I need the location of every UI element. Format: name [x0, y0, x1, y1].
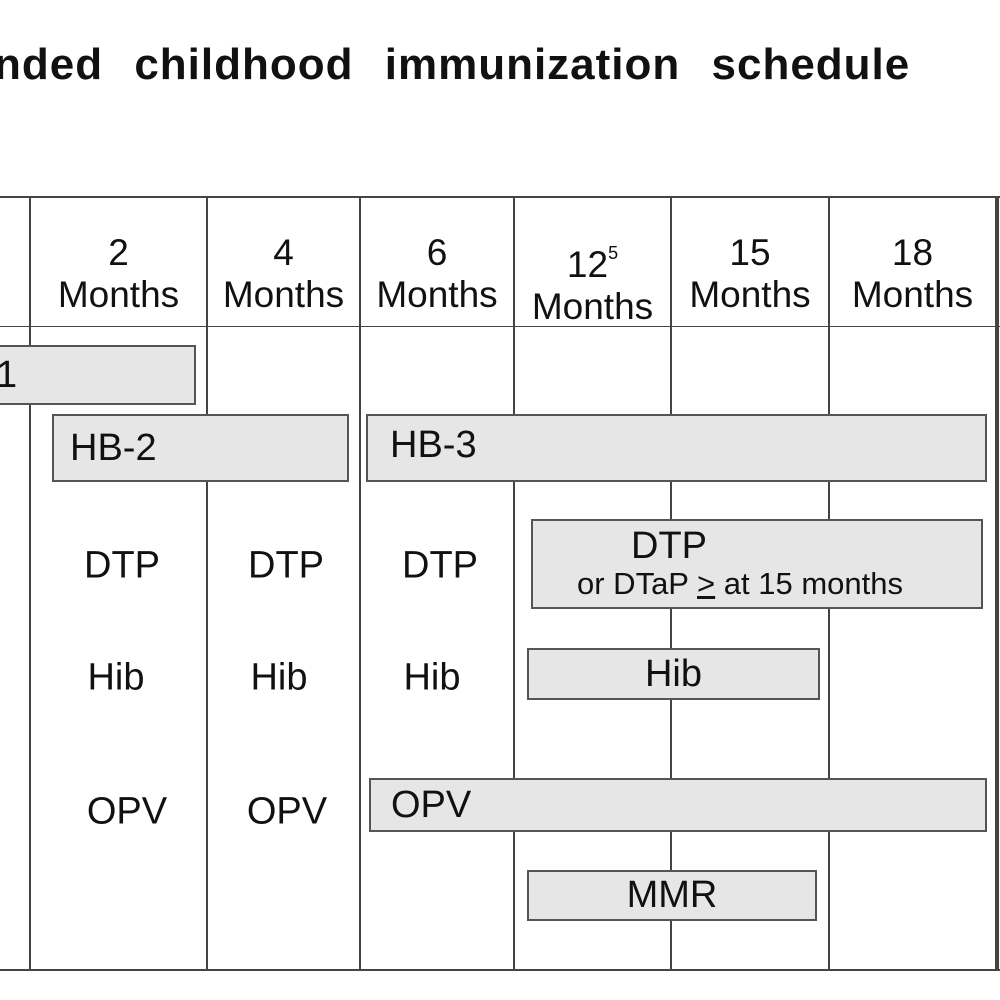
age: 4	[273, 232, 294, 273]
vaccine-bar: Hib	[527, 648, 820, 700]
unit: Months	[57, 274, 180, 315]
dose-label: Hib	[250, 656, 308, 699]
age: 12	[566, 244, 609, 285]
column-rule	[359, 197, 361, 971]
unit: Months	[689, 274, 811, 315]
vaccine-bar: MMR	[527, 870, 817, 921]
column-header: 2 Months	[31, 232, 206, 316]
column-header: 18 Months	[830, 232, 995, 316]
vaccine-bar: DTP or DTaP > at 15 months	[531, 519, 983, 609]
dose-label: OPV	[246, 790, 328, 833]
dose-label: Hib	[403, 656, 461, 699]
header-rule	[0, 326, 1000, 327]
column-header: 15 Months	[672, 232, 828, 316]
age: 6	[426, 232, 448, 273]
bar-label: DTP	[631, 525, 707, 567]
vaccine-bar: OPV	[369, 778, 987, 832]
dose-label: DTP	[84, 544, 160, 587]
dose-label: DTP	[248, 544, 324, 587]
bar-label: MMR	[626, 874, 718, 916]
unit: Months	[851, 274, 974, 315]
unit: Months	[376, 274, 498, 315]
vaccine-bar: HB-3	[366, 414, 987, 482]
table-border	[0, 196, 1000, 198]
age: 15	[729, 232, 771, 273]
age: 2	[108, 232, 129, 273]
note-symbol: >	[697, 566, 716, 601]
column-rule	[995, 197, 999, 971]
column-rule	[206, 197, 208, 971]
column-rule	[513, 197, 515, 971]
column-header: 6 Months	[361, 232, 513, 316]
age: 18	[891, 232, 934, 273]
column-header: 125 Months	[515, 232, 670, 328]
footnote: 5	[608, 243, 619, 263]
vaccine-bar: 1	[0, 345, 196, 405]
bar-note: or DTaP > at 15 months	[577, 566, 903, 602]
dose-label: Hib	[87, 656, 145, 699]
bar-label: HB-3	[390, 424, 477, 466]
bar-label: 1	[0, 353, 18, 396]
table-border	[0, 969, 1000, 971]
bar-label: OPV	[391, 783, 472, 826]
unit: Months	[222, 274, 345, 315]
note-text: at 15 months	[723, 566, 903, 601]
note-text: or DTaP	[577, 566, 689, 601]
title: nded childhood immunization schedule	[0, 40, 911, 89]
vaccine-bar: HB-2	[52, 414, 349, 482]
bar-label: Hib	[644, 652, 703, 695]
column-header: 4 Months	[208, 232, 359, 316]
dose-label: OPV	[86, 790, 168, 833]
unit: Months	[531, 286, 654, 327]
bar-label: HB-2	[70, 426, 157, 469]
dose-label: DTP	[402, 544, 478, 587]
column-rule	[29, 197, 31, 971]
